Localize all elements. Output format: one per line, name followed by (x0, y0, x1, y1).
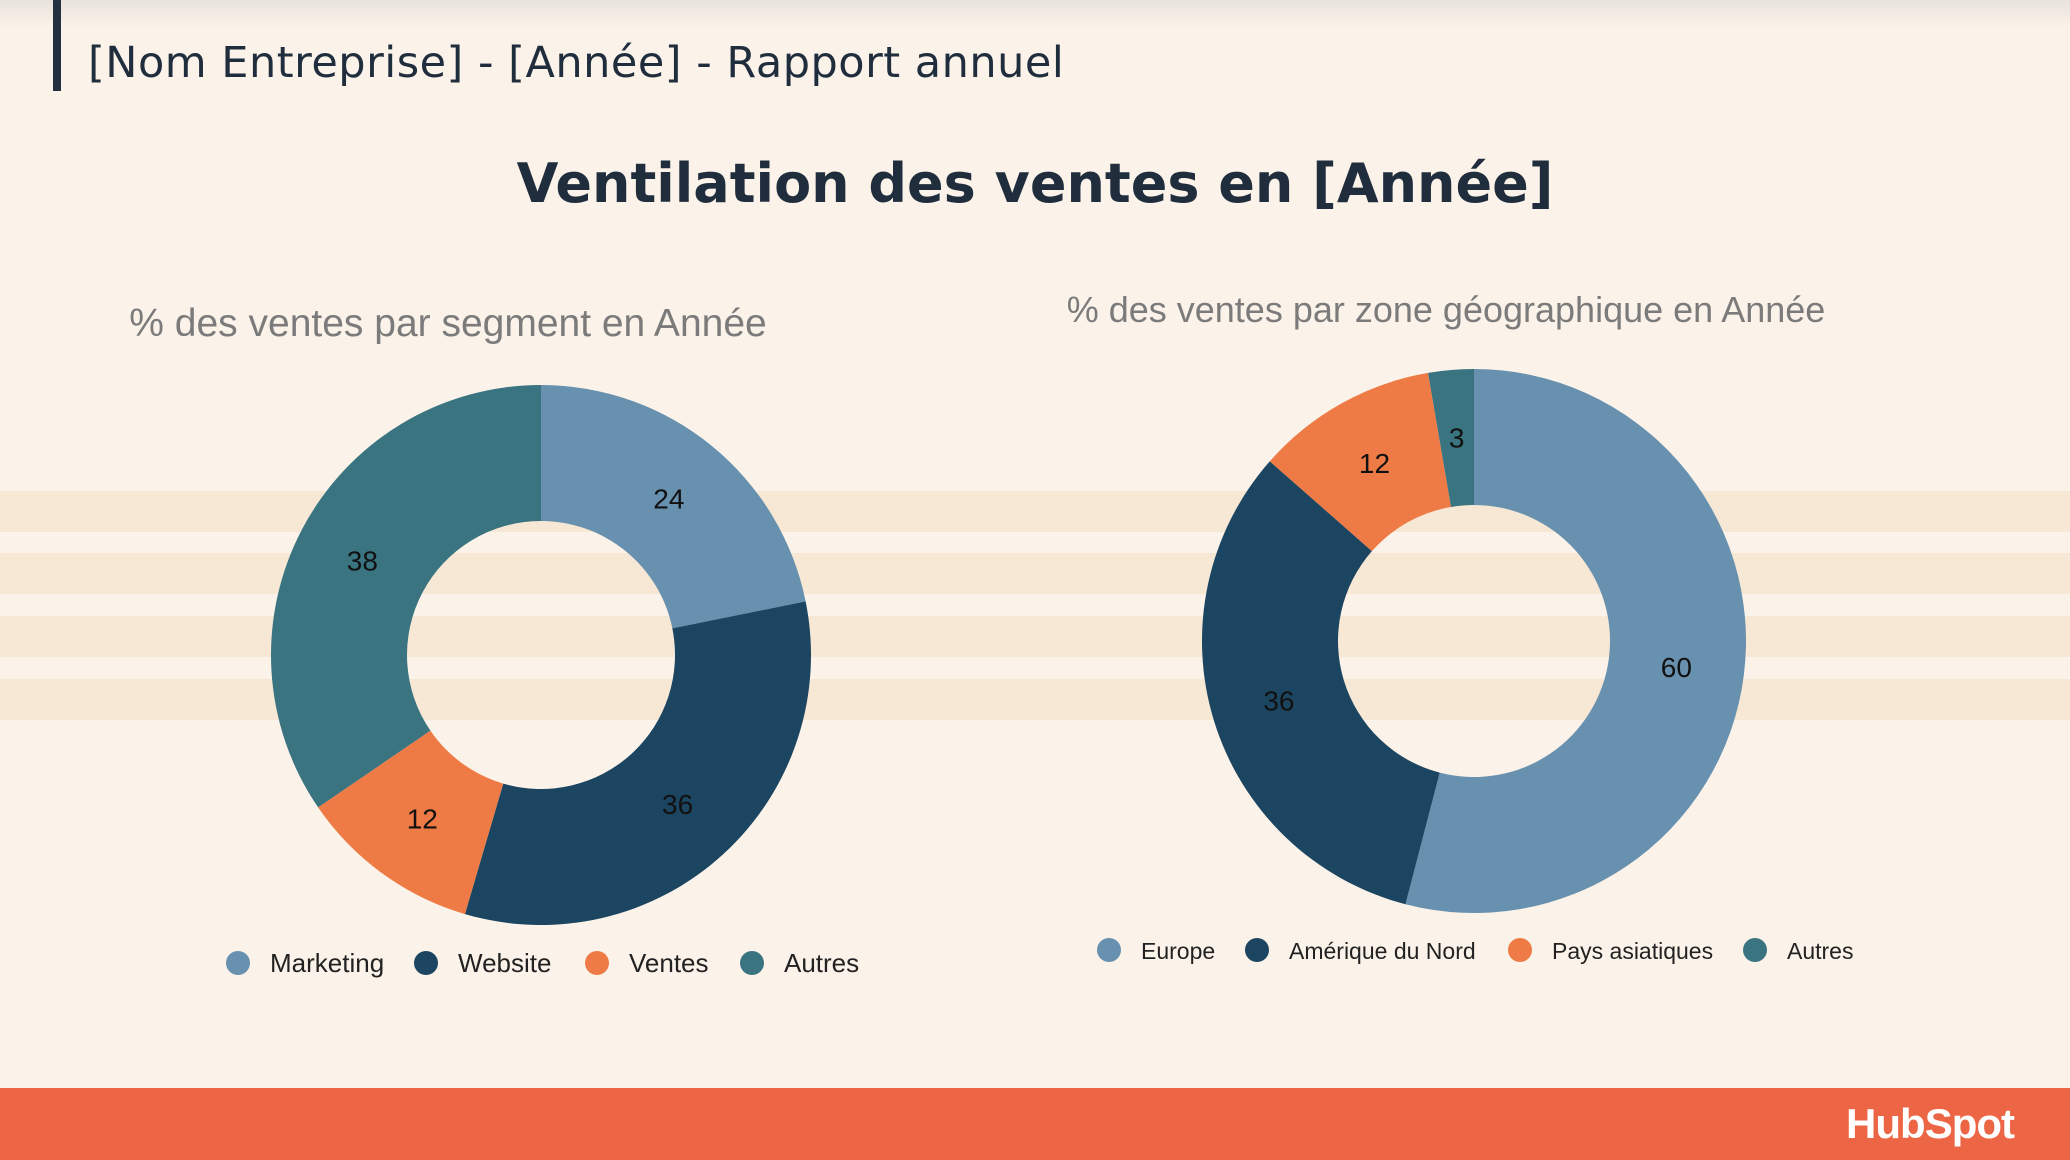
slice-ventes (318, 730, 504, 915)
legend-label: Europe (1141, 938, 1215, 964)
legend-marker (414, 951, 438, 975)
legend-label: Pays asiatiques (1552, 938, 1713, 964)
data-label: 3 (1449, 423, 1465, 454)
legend-marker (1245, 938, 1269, 962)
slice-pays-asiatiques (1269, 372, 1452, 552)
donut-chart-2: % des ventes par zone géographique en An… (1067, 289, 1854, 964)
data-label: 60 (1661, 652, 1692, 683)
header-accent-bar (53, 0, 61, 91)
page-title: Ventilation des ventes en [Année] (516, 152, 1554, 215)
legend-marker (1743, 938, 1767, 962)
chart-title: % des ventes par segment en Année (129, 302, 766, 345)
legend-marker (585, 951, 609, 975)
data-label: 38 (347, 546, 378, 577)
slice-marketing (541, 385, 806, 629)
slice-autres (271, 385, 541, 808)
donut-chart-1: % des ventes par segment en Année 24 36 12 3… (129, 302, 859, 978)
slice-amerique-du-nord (1202, 461, 1440, 905)
legend-label: Autres (784, 948, 859, 978)
data-label: 24 (653, 484, 684, 515)
legend-marker (1508, 938, 1532, 962)
legend-marker (1097, 938, 1121, 962)
legend-label: Ventes (629, 948, 709, 978)
legend-label: Autres (1787, 938, 1853, 964)
slice-europe (1405, 369, 1746, 914)
slice-autres (1428, 369, 1474, 507)
hubspot-logo: HubSpot (1846, 1100, 2015, 1147)
data-label: 12 (407, 803, 438, 834)
legend-label: Marketing (270, 948, 384, 978)
slice-website (464, 601, 812, 926)
legend-label: Amérique du Nord (1289, 938, 1476, 964)
legend-marker (226, 951, 250, 975)
chart-title: % des ventes par zone géographique en An… (1067, 289, 1826, 330)
footer-bar (0, 1088, 2070, 1160)
data-label: 36 (1263, 686, 1294, 717)
legend-label: Website (458, 948, 551, 978)
report-header-title: [Nom Entreprise] - [Année] - Rapport ann… (88, 38, 1065, 88)
top-shadow (0, 0, 2070, 28)
data-label: 12 (1359, 448, 1390, 479)
data-label: 36 (662, 789, 693, 820)
legend-marker (740, 951, 764, 975)
